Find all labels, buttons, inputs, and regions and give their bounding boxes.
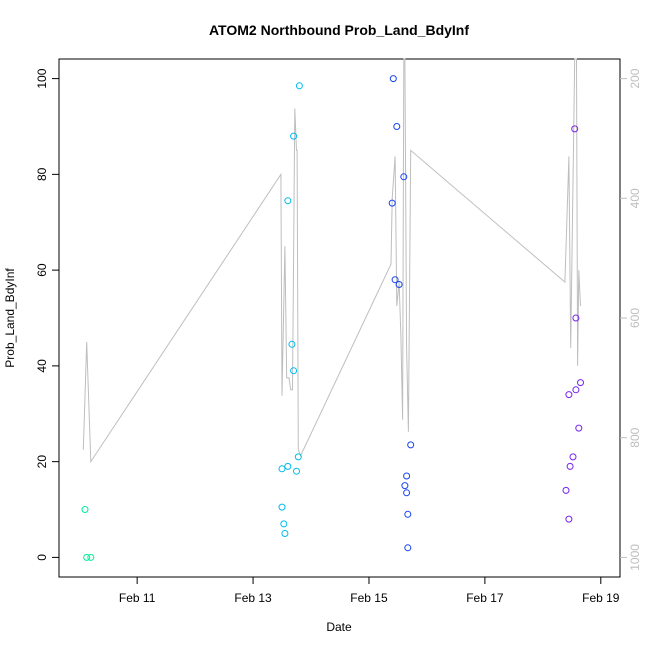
data-point (288, 340, 296, 348)
data-point (293, 467, 300, 475)
data-point (284, 462, 292, 470)
data-point (565, 515, 573, 523)
x-tick-label: Feb 15 (350, 591, 388, 605)
data-point (577, 379, 584, 387)
scatter-points (81, 75, 584, 561)
data-point (284, 197, 292, 205)
data-point (401, 482, 409, 490)
y-tick-label: 40 (35, 359, 49, 373)
y2-tick-label: 600 (628, 308, 642, 328)
data-point (403, 472, 411, 480)
data-point (404, 544, 412, 552)
y-tick-label: 100 (35, 68, 49, 88)
y2-tick-label: 200 (628, 68, 642, 88)
x-tick-label: Feb 19 (582, 591, 620, 605)
data-point (290, 132, 298, 140)
data-point (278, 465, 286, 473)
data-point (404, 510, 412, 518)
gray-line-series (82, 58, 581, 464)
x-tick-label: Feb 17 (466, 591, 504, 605)
data-point (393, 123, 401, 130)
data-point (407, 441, 415, 449)
data-point (81, 506, 89, 513)
data-point (400, 173, 408, 181)
data-point (562, 486, 570, 494)
x-axis-label: Date (326, 620, 352, 634)
data-point (389, 75, 397, 83)
data-point (388, 199, 396, 207)
chart-title: ATOM2 Northbound Prob_Land_BdyInf (209, 22, 469, 38)
x-tick-label: Feb 13 (234, 591, 272, 605)
data-point (395, 281, 403, 288)
x-axis: Feb 11 Feb 13 Feb 15 Feb 17 Feb 19 (119, 577, 620, 605)
data-point (391, 276, 399, 284)
data-point (571, 125, 579, 133)
data-point (403, 489, 411, 497)
data-point (281, 530, 289, 537)
y2-tick-label: 1000 (628, 544, 642, 571)
y2-tick-label: 400 (628, 188, 642, 208)
data-point (565, 391, 573, 399)
y-axis-right: 200 400 600 800 1000 (620, 68, 642, 571)
data-point (87, 553, 95, 561)
data-point (295, 82, 303, 90)
y-axis-left: 0 20 40 60 80 100 (35, 68, 59, 561)
y2-tick-label: 800 (628, 427, 642, 447)
data-point (572, 314, 580, 322)
data-point (294, 453, 302, 461)
data-point (566, 462, 574, 470)
data-point (83, 553, 91, 561)
data-point (575, 424, 583, 432)
y-tick-label: 80 (35, 167, 49, 181)
data-point (572, 386, 580, 394)
data-point (569, 453, 577, 461)
data-point (278, 503, 286, 511)
y-tick-label: 0 (35, 554, 49, 561)
y-tick-label: 20 (35, 455, 49, 469)
x-tick-label: Feb 11 (119, 591, 156, 605)
y-tick-label: 60 (35, 263, 49, 277)
data-point (280, 520, 288, 528)
data-point (290, 367, 298, 375)
gray-line-path (82, 58, 581, 464)
y-axis-label: Prob_Land_BdyInf (3, 268, 17, 368)
